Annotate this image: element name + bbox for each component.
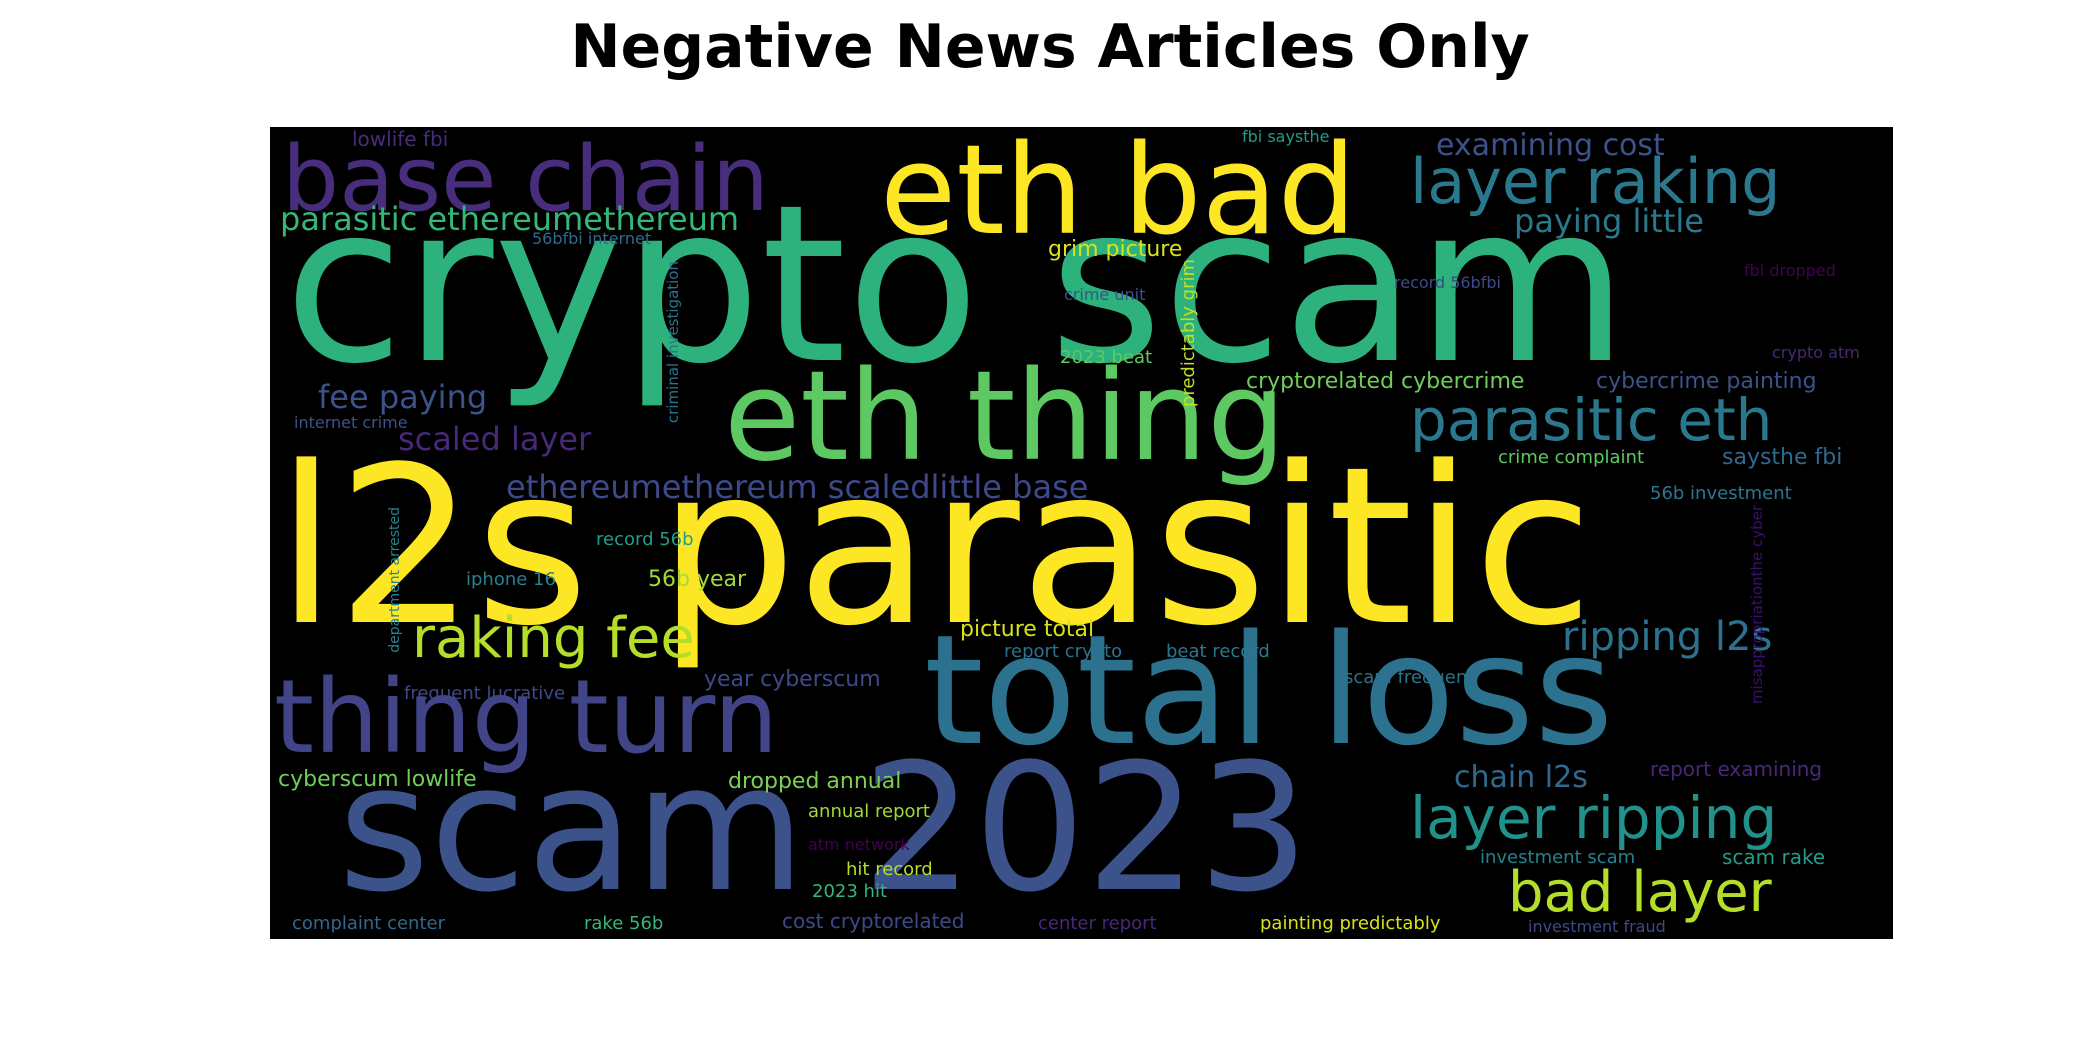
cloud-word: eth thing	[724, 345, 1286, 489]
cloud-word: internet crime	[294, 413, 408, 432]
cloud-word: eth bad	[880, 127, 1357, 263]
cloud-word: paying little	[1514, 202, 1704, 240]
cloud-word: investment scam	[1480, 847, 1636, 868]
cloud-word: criminal investigation	[664, 261, 682, 424]
cloud-word: investment fraud	[1528, 917, 1666, 936]
cloud-word: department arrested	[387, 507, 403, 653]
cloud-word: center report	[1038, 913, 1157, 934]
cloud-word: layer ripping	[1410, 784, 1778, 852]
cloud-word: 56bfbi internet	[532, 229, 652, 248]
cloud-word: annual report	[808, 801, 930, 822]
cloud-word: cost cryptorelated	[782, 909, 965, 933]
cloud-word: raking fee	[412, 606, 695, 671]
cloud-word: dropped annual	[728, 769, 902, 794]
cloud-word: examining cost	[1436, 128, 1665, 163]
cloud-word: scam frequent	[1344, 667, 1475, 688]
chart-title: Negative News Articles Only	[570, 12, 1530, 82]
cloud-word: crypto scam	[284, 159, 1629, 412]
cloud-word: fee paying	[318, 378, 488, 416]
cloud-word: rake 56b	[584, 913, 664, 934]
cloud-word: layer raking	[1410, 145, 1781, 218]
cloud-word: crime complaint	[1498, 447, 1644, 468]
cloud-word: parasitic ethereumethereum	[280, 200, 740, 238]
cloud-word: predictably grim	[1178, 259, 1199, 408]
cloud-word: report examining	[1650, 757, 1823, 781]
cloud-word: total loss	[924, 602, 1614, 779]
cloud-word: 56b investment	[1650, 483, 1792, 504]
cloud-word: 2023 beat	[1060, 347, 1153, 368]
cloud-word: year cyberscum	[704, 667, 881, 692]
cloud-word: bad layer	[1508, 860, 1772, 925]
cloud-word: fbi saysthe	[1242, 127, 1330, 146]
cloud-word: grim picture	[1048, 237, 1183, 262]
word-cloud: crypto scam l2s parasitic total loss sca…	[270, 127, 1893, 939]
cloud-word: parasitic eth	[1410, 386, 1773, 454]
cloud-word: base chain	[282, 127, 769, 232]
cloud-word: frequent lucrative	[404, 683, 566, 704]
cloud-word: crypto atm	[1772, 343, 1860, 362]
cloud-word: l2s parasitic	[276, 421, 1594, 674]
cloud-word: cyberscum lowlife	[278, 767, 477, 792]
cloud-word: cryptorelated cybercrime	[1246, 369, 1525, 394]
cloud-word: fbi dropped	[1744, 261, 1836, 280]
cloud-word: saysthe fbi	[1722, 445, 1843, 470]
cloud-word: record 56bfbi	[1394, 273, 1501, 292]
cloud-word: 56b year	[648, 567, 747, 592]
cloud-word: chain l2s	[1454, 760, 1588, 795]
cloud-word: record 56b	[596, 529, 694, 550]
cloud-word: beat record	[1166, 641, 1270, 662]
cloud-word: scaled layer	[398, 420, 592, 458]
cloud-word: scam rake	[1722, 845, 1826, 869]
cloud-word: scam 2023	[338, 726, 1310, 931]
cloud-word: ripping l2s	[1562, 614, 1773, 660]
cloud-word: picture total	[960, 617, 1095, 642]
cloud-word: hit record	[846, 859, 933, 880]
cloud-word: misappropriationthe cyber	[1748, 505, 1766, 705]
cloud-word: cybercrime painting	[1596, 369, 1817, 394]
cloud-word: atm network	[808, 835, 910, 854]
cloud-word: thing turn	[274, 658, 779, 777]
cloud-word: report crypto	[1004, 641, 1123, 662]
cloud-word: ethereumethereum scaledlittle base	[506, 468, 1089, 506]
cloud-word: lowlife fbi	[352, 127, 449, 151]
cloud-word: iphone 16	[466, 569, 556, 590]
cloud-word: 2023 hit	[812, 881, 887, 902]
cloud-word: complaint center	[292, 913, 445, 934]
cloud-word: painting predictably	[1260, 913, 1441, 934]
cloud-word: crime unit	[1064, 285, 1146, 304]
